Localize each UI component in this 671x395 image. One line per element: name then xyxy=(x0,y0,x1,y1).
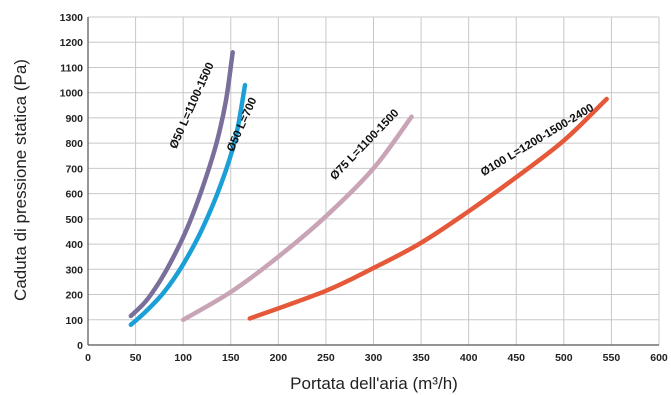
y-tick-label: 0 xyxy=(77,340,83,352)
x-tick-label: 150 xyxy=(222,352,240,364)
x-axis-title: Portata dell'aria (m³/h) xyxy=(290,374,458,393)
y-tick-label: 100 xyxy=(65,315,83,327)
series-line xyxy=(128,82,248,328)
axes xyxy=(87,17,659,346)
x-tick-label: 550 xyxy=(603,352,621,364)
y-tick-label: 1100 xyxy=(60,62,83,74)
x-tick-label: 300 xyxy=(365,352,383,364)
y-tick-label: 1000 xyxy=(60,88,84,100)
series-label: Ø50 L=1100-1500 xyxy=(168,61,217,151)
y-tick-label: 800 xyxy=(65,138,83,150)
y-tick-label: 1300 xyxy=(60,12,84,24)
x-tick-label: 250 xyxy=(317,352,335,364)
y-tick-label: 600 xyxy=(65,189,83,201)
y-axis-title: Caduta di pressione statica (Pa) xyxy=(11,59,30,301)
y-tick-labels: 0 100 200 300 400 500 600 700 800 900 1000 1100 1200… xyxy=(60,12,84,352)
series-line xyxy=(180,114,414,323)
grid xyxy=(88,16,660,345)
x-tick-label: 200 xyxy=(270,352,288,364)
x-tick-label: 600 xyxy=(650,352,668,364)
x-tick-label: 450 xyxy=(507,352,525,364)
y-tick-label: 300 xyxy=(65,264,83,276)
x-tick-label: 400 xyxy=(460,352,478,364)
y-tick-label: 700 xyxy=(65,163,83,175)
y-tick-label: 500 xyxy=(65,214,83,226)
x-tick-label: 0 xyxy=(85,352,91,364)
x-tick-label: 100 xyxy=(174,352,192,364)
x-tick-labels: 0 50 100 150 200 250 300 350 400 450 500 550 600 xyxy=(85,352,668,364)
series-label: Ø100 L=1200-1500-2400 xyxy=(479,102,596,179)
series-line xyxy=(247,96,609,321)
y-tick-label: 1200 xyxy=(60,37,84,49)
y-tick-label: 200 xyxy=(65,290,83,302)
y-tick-label: 400 xyxy=(65,239,83,251)
x-tick-label: 350 xyxy=(412,352,430,364)
y-tick-label: 900 xyxy=(65,113,83,125)
x-tick-label: 50 xyxy=(130,352,142,364)
series-line xyxy=(128,50,235,319)
curves xyxy=(128,50,609,328)
x-tick-label: 500 xyxy=(555,352,573,364)
